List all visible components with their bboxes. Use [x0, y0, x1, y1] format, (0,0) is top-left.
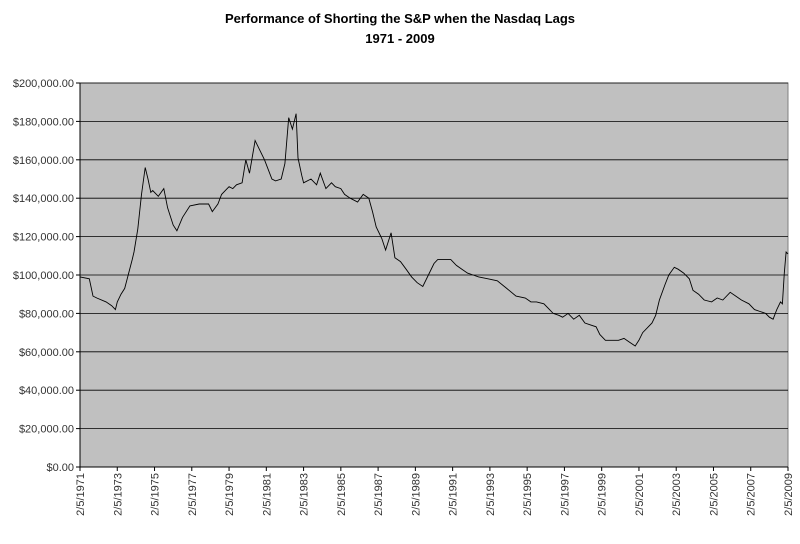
x-tick-label: 2/5/1985 — [336, 473, 348, 516]
series-group — [79, 113, 789, 347]
x-tick-label: 2/5/1989 — [410, 473, 422, 516]
x-tick-label: 2/5/2007 — [746, 473, 758, 516]
y-tick-label: $80,000.00 — [19, 308, 74, 320]
x-tick-label: 2/5/1977 — [187, 473, 199, 516]
y-tick-label: $0.00 — [46, 462, 74, 474]
y-tick-label: $60,000.00 — [19, 347, 74, 359]
x-tick-label: 2/5/1973 — [112, 473, 124, 516]
x-tick-label: 2/5/1999 — [597, 473, 609, 516]
gridlines — [80, 82, 788, 430]
x-tick-label: 2/5/1971 — [75, 473, 87, 516]
x-tick-label: 2/5/1981 — [261, 473, 273, 516]
y-tick-label: $20,000.00 — [19, 424, 74, 436]
x-tick-label: 2/5/1975 — [150, 473, 162, 516]
x-tick-label: 2/5/1995 — [522, 473, 534, 516]
x-tick-label: 2/5/2001 — [634, 473, 646, 516]
y-tick-label: $140,000.00 — [13, 193, 74, 205]
y-tick-label: $40,000.00 — [19, 385, 74, 397]
x-tick-label: 2/5/2009 — [783, 473, 795, 516]
chart-subtitle: 1971 - 2009 — [365, 31, 435, 46]
y-tick-label: $180,000.00 — [13, 116, 74, 128]
x-tick-label: 2/5/1997 — [559, 473, 571, 516]
y-tick-label: $120,000.00 — [13, 232, 74, 244]
x-tick-label: 2/5/1991 — [448, 473, 460, 516]
x-tick-label: 2/5/1987 — [373, 473, 385, 516]
y-tick-label: $100,000.00 — [13, 270, 74, 282]
y-tick-label: $160,000.00 — [13, 155, 74, 167]
x-tick-label: 2/5/2005 — [708, 473, 720, 516]
series-line-0 — [79, 113, 789, 347]
x-tick-label: 2/5/1983 — [299, 473, 311, 516]
chart-title: Performance of Shorting the S&P when the… — [224, 11, 576, 26]
x-tick-label: 2/5/1993 — [485, 473, 497, 516]
x-tick-label: 2/5/1979 — [224, 473, 236, 516]
x-tick-label: 2/5/2003 — [671, 473, 683, 516]
x-axis-ticks: 2/5/1971 2/5/1973 2/5/1975 2/5/1977 2/5/1979… — [75, 467, 795, 516]
y-axis-ticks: $0.00 $20,000.00 $40,000.00 $60,000.00 $80,0… — [13, 78, 80, 474]
y-tick-label: $200,000.00 — [13, 78, 74, 90]
